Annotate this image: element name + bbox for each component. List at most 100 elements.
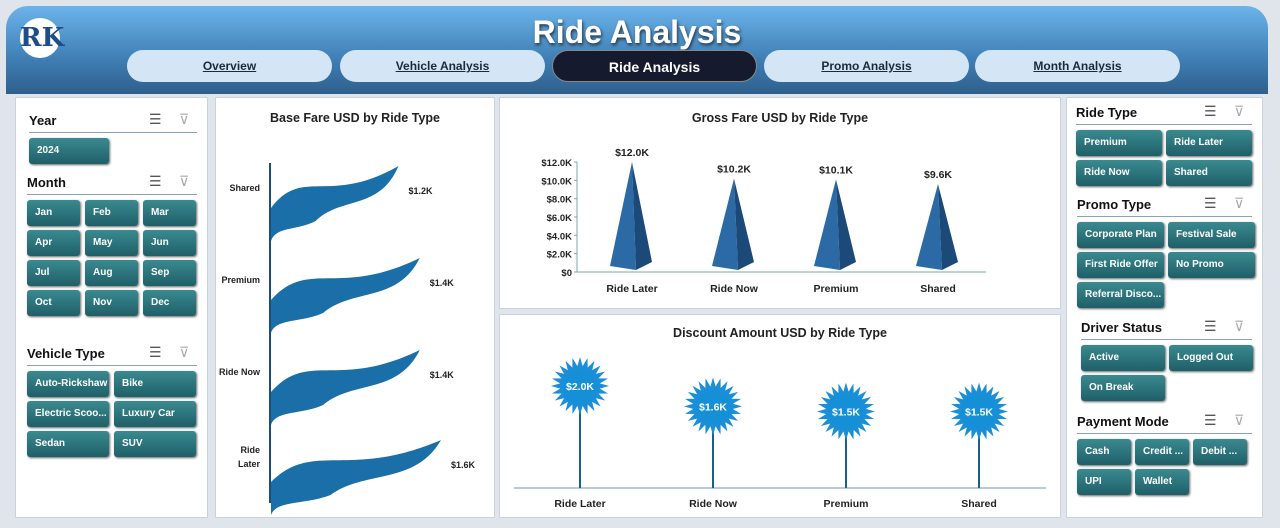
bar xyxy=(271,258,420,333)
category-label: Ride Now xyxy=(710,283,759,295)
multi-select-icon[interactable]: ☰ xyxy=(1204,412,1217,428)
slicer-item[interactable]: Wallet xyxy=(1135,469,1189,495)
slicer-title-year: Year xyxy=(29,113,57,128)
slicer-item[interactable]: On Break xyxy=(1081,375,1165,401)
slicer-item[interactable]: Logged Out xyxy=(1169,345,1253,371)
slicer-item[interactable]: Sedan xyxy=(27,431,109,457)
slicer-item[interactable]: No Promo xyxy=(1168,252,1255,278)
multi-select-icon[interactable]: ☰ xyxy=(1204,195,1217,211)
divider xyxy=(27,194,197,195)
tab-overview[interactable]: Overview xyxy=(127,50,332,82)
multi-select-icon[interactable]: ☰ xyxy=(149,111,162,127)
slicer-item[interactable]: 2024 xyxy=(29,138,109,164)
bar xyxy=(712,178,738,270)
marker-core xyxy=(563,369,597,403)
category-label: Shared xyxy=(229,183,260,193)
slicer-item[interactable]: Auto-Rickshaw xyxy=(27,371,109,397)
clear-filter-icon[interactable]: ⊽ xyxy=(179,173,190,189)
multi-select-icon[interactable]: ☰ xyxy=(1204,318,1217,334)
bar-side xyxy=(632,162,652,270)
slicer-item[interactable]: UPI xyxy=(1077,469,1131,495)
data-label: $12.0K xyxy=(615,147,649,159)
marker-core xyxy=(696,389,730,424)
slicer-item[interactable]: Apr xyxy=(27,230,80,256)
slicer-item[interactable]: Festival Sale xyxy=(1168,222,1255,248)
slicer-title-driver: Driver Status xyxy=(1081,320,1162,335)
slicer-title-vehicle: Vehicle Type xyxy=(27,346,105,361)
multi-select-icon[interactable]: ☰ xyxy=(149,173,162,189)
clear-filter-icon[interactable]: ⊽ xyxy=(1234,318,1245,334)
divider xyxy=(29,132,197,133)
bar xyxy=(271,350,420,425)
data-label: $1.6K xyxy=(699,401,727,413)
data-label: $1.2K xyxy=(409,186,434,196)
tab-month-analysis[interactable]: Month Analysis xyxy=(975,50,1180,82)
tab-promo-analysis[interactable]: Promo Analysis xyxy=(764,50,969,82)
slicer-item[interactable]: Ride Now xyxy=(1076,160,1162,186)
clear-filter-icon[interactable]: ⊽ xyxy=(179,344,190,360)
tab-ride-analysis[interactable]: Ride Analysis xyxy=(552,50,757,82)
bar-side xyxy=(836,179,856,270)
category-label: Shared xyxy=(961,498,997,510)
slicer-item[interactable]: Luxury Car xyxy=(114,401,196,427)
clear-filter-icon[interactable]: ⊽ xyxy=(1234,103,1245,119)
clear-filter-icon[interactable]: ⊽ xyxy=(1234,195,1245,211)
slicer-item[interactable]: Feb xyxy=(85,200,138,226)
bar xyxy=(271,166,399,241)
slicer-title-promo: Promo Type xyxy=(1077,197,1152,212)
slicer-item[interactable]: Active xyxy=(1081,345,1165,371)
tab-vehicle-analysis[interactable]: Vehicle Analysis xyxy=(340,50,545,82)
slicer-item[interactable]: First Ride Offer xyxy=(1077,252,1164,278)
slicer-item[interactable]: Debit ... xyxy=(1193,439,1247,465)
slicer-item[interactable]: SUV xyxy=(114,431,196,457)
slicer-item[interactable]: Credit ... xyxy=(1135,439,1189,465)
slicer-item[interactable]: Sep xyxy=(143,260,196,286)
slicer-item[interactable]: Jul xyxy=(27,260,80,286)
slicer-item[interactable]: Dec xyxy=(143,290,196,316)
divider xyxy=(1077,433,1252,434)
bar xyxy=(916,184,942,270)
clear-filter-icon[interactable]: ⊽ xyxy=(1234,412,1245,428)
slicer-item[interactable]: Bike xyxy=(114,371,196,397)
slicer-item[interactable]: Ride Later xyxy=(1166,130,1252,156)
bar-side xyxy=(938,184,958,270)
slicer-item[interactable]: Electric Scoo... xyxy=(27,401,109,427)
slicer-item[interactable]: May xyxy=(85,230,138,256)
slicer-item[interactable]: Mar xyxy=(143,200,196,226)
multi-select-icon[interactable]: ☰ xyxy=(1204,103,1217,119)
category-label: Later xyxy=(238,459,261,469)
category-label: Ride xyxy=(240,445,260,455)
category-label: Ride Now xyxy=(219,367,261,377)
marker-core xyxy=(962,394,996,429)
data-label: $2.0K xyxy=(566,381,594,393)
y-tick-label: $10.0K xyxy=(541,176,572,187)
slicer-item[interactable]: Oct xyxy=(27,290,80,316)
data-label: $1.5K xyxy=(965,407,993,419)
bar xyxy=(271,440,441,515)
multi-select-icon[interactable]: ☰ xyxy=(149,344,162,360)
logo: RK xyxy=(20,18,64,58)
slicer-item[interactable]: Cash xyxy=(1077,439,1131,465)
slicer-item[interactable]: Nov xyxy=(85,290,138,316)
y-tick-label: $6.0K xyxy=(547,213,572,224)
y-tick-label: $0 xyxy=(561,268,572,279)
data-label: $10.2K xyxy=(717,164,751,176)
clear-filter-icon[interactable]: ⊽ xyxy=(179,111,190,127)
y-tick-label: $2.0K xyxy=(547,250,572,261)
slicer-item[interactable]: Aug xyxy=(85,260,138,286)
slicer-title-ride: Ride Type xyxy=(1076,105,1138,120)
divider xyxy=(1076,124,1252,125)
slicer-item[interactable]: Referral Disco... xyxy=(1077,282,1164,308)
category-label: Premium xyxy=(221,275,260,285)
page-title: Ride Analysis xyxy=(532,14,742,50)
category-label: Shared xyxy=(920,283,956,295)
slicer-title-payment: Payment Mode xyxy=(1077,414,1169,429)
slicer-item[interactable]: Shared xyxy=(1166,160,1252,186)
slicer-item[interactable]: Premium xyxy=(1076,130,1162,156)
chart-title: Discount Amount USD by Ride Type xyxy=(673,326,887,340)
category-label: Premium xyxy=(814,283,859,295)
slicer-item[interactable]: Jun xyxy=(143,230,196,256)
slicer-item[interactable]: Corporate Plan xyxy=(1077,222,1164,248)
slicer-item[interactable]: Jan xyxy=(27,200,80,226)
marker-core xyxy=(829,394,863,429)
